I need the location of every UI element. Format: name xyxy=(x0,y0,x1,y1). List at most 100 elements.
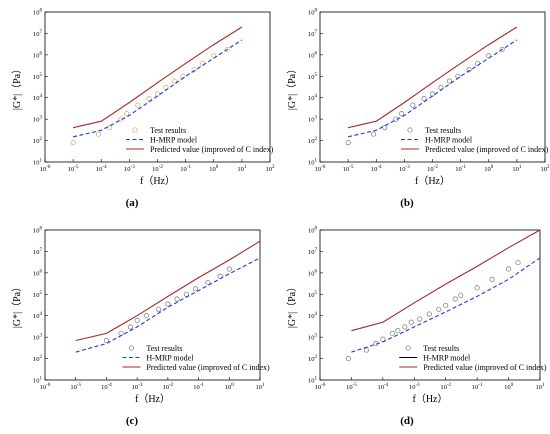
series-line-1 xyxy=(72,39,243,138)
y-axis-label: |G*|（Pa） xyxy=(11,64,23,110)
data-point xyxy=(226,266,232,272)
chart-panel-2: 10-6 10-5 10-4 10-3 10-2 10-1 100 101 102 101 102 1… xyxy=(286,9,550,210)
data-point xyxy=(436,306,442,312)
panel-label: (c) xyxy=(126,415,139,427)
legend-label: Predicted value (improved of C index) xyxy=(423,363,547,372)
tick-label: 10-1 xyxy=(455,165,466,173)
tick-label: 10-4 xyxy=(371,165,382,173)
tick-label: 104 xyxy=(33,94,43,102)
data-point xyxy=(408,319,414,325)
tick-label: 104 xyxy=(308,312,318,320)
tick-label: 102 xyxy=(33,355,43,363)
legend-marker xyxy=(128,345,134,351)
tick-label: 10-3 xyxy=(124,165,135,173)
data-point xyxy=(124,111,130,117)
legend-label: H-MRP model xyxy=(146,353,194,362)
chart-panel-3: 10-6 10-5 10-4 10-3 10-2 10-1 100 101 101 102 103 1… xyxy=(11,227,270,428)
legend-label: Predicted value (improved of C index) xyxy=(425,145,549,154)
legend-label: H-MRP model xyxy=(423,353,471,362)
legend-label: Test results xyxy=(423,344,459,353)
series-line-2 xyxy=(75,240,261,342)
x-axis-label: f（Hz） xyxy=(135,393,170,405)
legend-marker xyxy=(132,127,138,133)
legend-label: Test results xyxy=(146,344,182,353)
series-line-3 xyxy=(351,257,541,353)
series-line-1 xyxy=(75,257,261,353)
series-line-1 xyxy=(347,39,518,138)
data-point xyxy=(193,286,199,292)
tick-label: 100 xyxy=(225,383,235,391)
tick-label: 10-5 xyxy=(346,383,357,391)
data-point xyxy=(156,306,162,312)
tick-label: 10-3 xyxy=(409,383,420,391)
y-axis-label: |G*|（Pa） xyxy=(286,282,298,328)
data-point xyxy=(205,280,211,286)
data-point xyxy=(191,67,197,73)
tick-label: 10-6 xyxy=(315,165,326,173)
tick-label: 100 xyxy=(504,383,513,391)
tick-label: 108 xyxy=(33,9,43,17)
tick-label: 10-6 xyxy=(315,383,326,391)
data-point xyxy=(103,337,109,344)
data-point xyxy=(402,324,408,330)
tick-label: 105 xyxy=(308,73,318,81)
tick-label: 107 xyxy=(33,248,43,256)
x-axis-label: f（Hz） xyxy=(415,175,450,187)
data-point xyxy=(466,67,472,73)
panel-label: (b) xyxy=(400,197,414,209)
tick-label: 100 xyxy=(209,165,219,173)
tick-label: 10-1 xyxy=(193,383,204,391)
panel-label: (a) xyxy=(126,197,139,209)
tick-label: 102 xyxy=(308,355,318,363)
data-point xyxy=(154,91,161,97)
data-point xyxy=(399,111,405,117)
data-point xyxy=(345,140,351,146)
chart-panel-4: 10-6 10-5 10-4 10-3 10-2 10-1 100 101 101 102 103 1… xyxy=(286,227,547,428)
tick-label: 101 xyxy=(33,159,43,167)
data-point xyxy=(452,296,458,302)
data-point xyxy=(515,260,521,266)
tick-label: 103 xyxy=(33,334,43,342)
tick-label: 106 xyxy=(308,269,318,277)
series-line-2 xyxy=(72,26,243,129)
tick-label: 107 xyxy=(33,30,43,38)
data-point xyxy=(429,91,436,97)
tick-label: 102 xyxy=(308,137,318,145)
y-axis-label: |G*|（Pa） xyxy=(286,64,298,110)
tick-label: 103 xyxy=(308,116,318,124)
tick-label: 101 xyxy=(33,377,43,385)
tick-label: 105 xyxy=(33,73,43,81)
data-point xyxy=(134,317,140,324)
legend-marker xyxy=(407,127,413,133)
tick-label: 102 xyxy=(33,137,43,145)
tick-label: 101 xyxy=(308,377,318,385)
tick-label: 10-6 xyxy=(40,165,51,173)
data-point xyxy=(506,266,512,272)
x-axis-label: f（Hz） xyxy=(140,175,175,187)
plot-frame xyxy=(319,229,541,381)
tick-label: 106 xyxy=(33,51,43,59)
data-point xyxy=(146,96,152,102)
tick-label: 105 xyxy=(33,291,43,299)
data-point xyxy=(165,301,171,307)
data-point xyxy=(174,296,180,302)
legend-label: Test results xyxy=(425,126,461,135)
tick-label: 101 xyxy=(256,383,266,391)
legend-label: H-MRP model xyxy=(425,135,473,144)
tick-label: 101 xyxy=(308,159,318,167)
series-line-2 xyxy=(347,26,518,129)
tick-label: 10-6 xyxy=(40,383,51,391)
series-line-2 xyxy=(351,229,541,332)
data-point xyxy=(426,311,432,317)
legend-marker xyxy=(405,345,411,351)
tick-label: 107 xyxy=(308,248,318,256)
data-point xyxy=(107,125,113,131)
tick-label: 10-4 xyxy=(96,165,107,173)
tick-label: 107 xyxy=(308,30,318,38)
tick-label: 108 xyxy=(308,9,318,17)
data-point xyxy=(389,330,395,336)
legend-label: Test results xyxy=(150,126,186,135)
data-point xyxy=(499,46,505,52)
tick-label: 10-3 xyxy=(132,383,143,391)
